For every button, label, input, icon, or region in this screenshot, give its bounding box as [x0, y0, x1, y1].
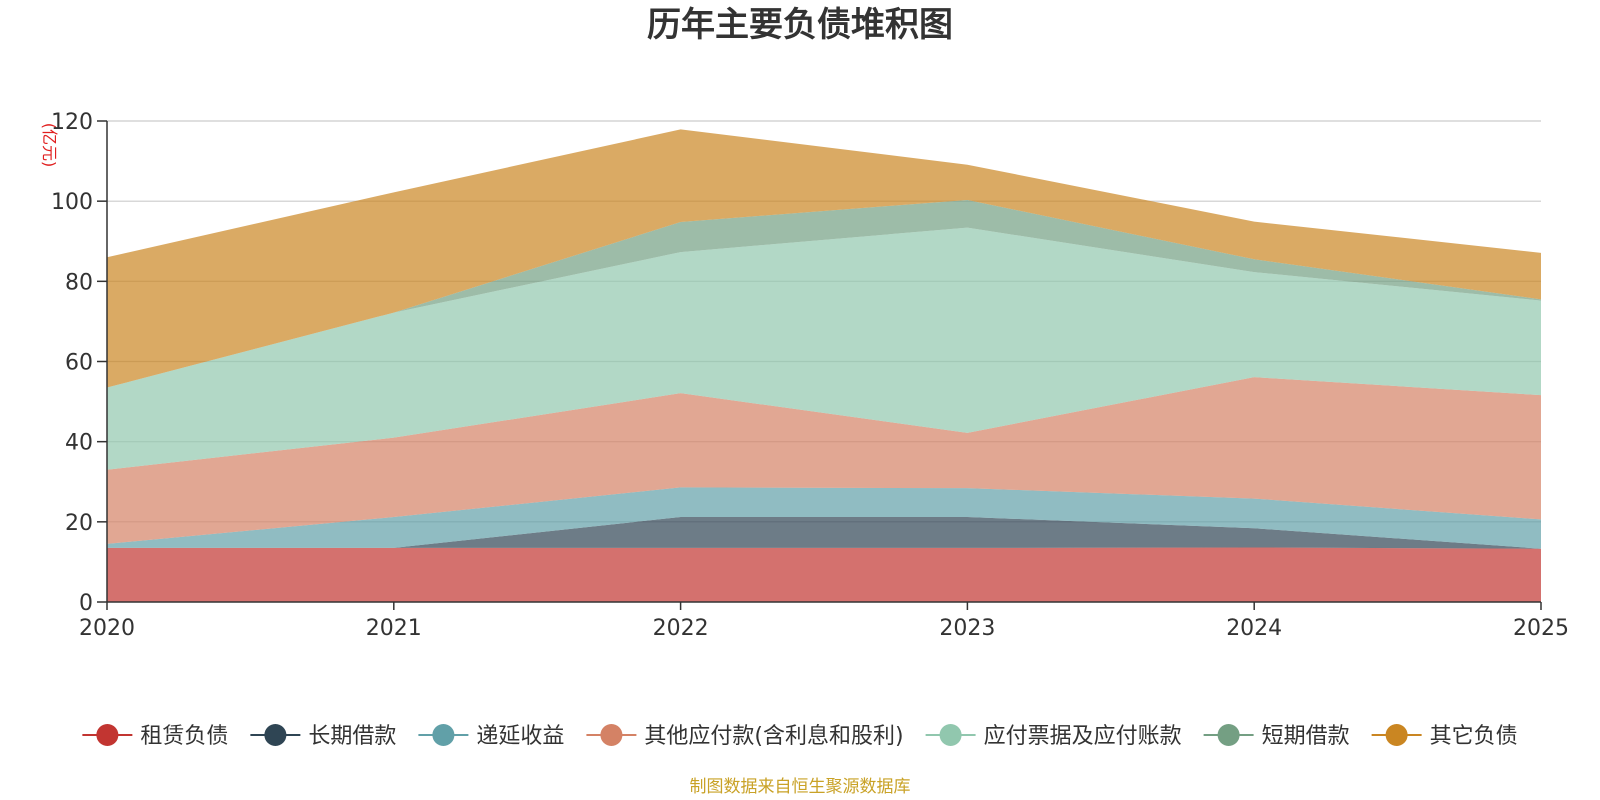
legend-marker-2 — [264, 724, 287, 746]
y-axis-label: (亿元) — [40, 123, 59, 168]
x-tick-label: 2020 — [79, 616, 135, 641]
legend-marker-6 — [1217, 724, 1240, 746]
legend-label-3: 递延收益 — [476, 724, 564, 749]
legend-label-6: 短期借款 — [1262, 724, 1350, 749]
area-4 — [107, 377, 1541, 544]
x-tick-label: 2022 — [653, 616, 709, 641]
legend-marker-1 — [96, 724, 119, 746]
source-note: 制图数据来自恒生聚源数据库 — [690, 777, 911, 797]
y-tick-label: 0 — [79, 591, 93, 616]
x-tick-label: 2021 — [366, 616, 422, 641]
legend-marker-7 — [1385, 724, 1408, 746]
axes — [106, 121, 1542, 610]
x-tick-label: 2023 — [939, 616, 995, 641]
y-tick-label: 60 — [65, 351, 93, 376]
area-3 — [107, 487, 1541, 549]
chart-title: 历年主要负债堆积图 — [647, 5, 953, 45]
legend-marker-4 — [600, 724, 623, 746]
legend-label-4: 其他应付款(含利息和股利) — [644, 724, 903, 749]
legend: 租赁负债 长期借款 递延收益 其他应付款(含利息和股利) 应付票据及应付账款 短期借款 其它… — [82, 724, 1518, 749]
x-tick-labels: 2020 2021 2022 2023 2024 2025 — [79, 616, 1569, 641]
y-tick-labels: 0 20 40 60 80 100 120 — [51, 110, 93, 616]
y-tick-label: 20 — [65, 511, 93, 536]
legend-label-2: 长期借款 — [308, 724, 396, 749]
legend-label-5: 应付票据及应付账款 — [984, 724, 1182, 749]
y-tick-label: 100 — [51, 190, 93, 215]
x-tick-label: 2025 — [1513, 616, 1569, 641]
area-series — [107, 129, 1541, 602]
legend-marker-3 — [432, 724, 455, 746]
y-tick-label: 120 — [51, 110, 93, 135]
legend-marker-5 — [939, 724, 962, 746]
legend-label-1: 租赁负债 — [140, 724, 228, 749]
area-7 — [107, 129, 1541, 388]
legend-label-7: 其它负债 — [1430, 724, 1518, 749]
area-1 — [107, 547, 1541, 602]
area-2 — [107, 517, 1541, 549]
y-tick-label: 80 — [65, 270, 93, 295]
area-6 — [107, 199, 1541, 388]
x-tick-label: 2024 — [1226, 616, 1282, 641]
area-5 — [107, 227, 1541, 470]
y-tick-label: 40 — [65, 431, 93, 456]
